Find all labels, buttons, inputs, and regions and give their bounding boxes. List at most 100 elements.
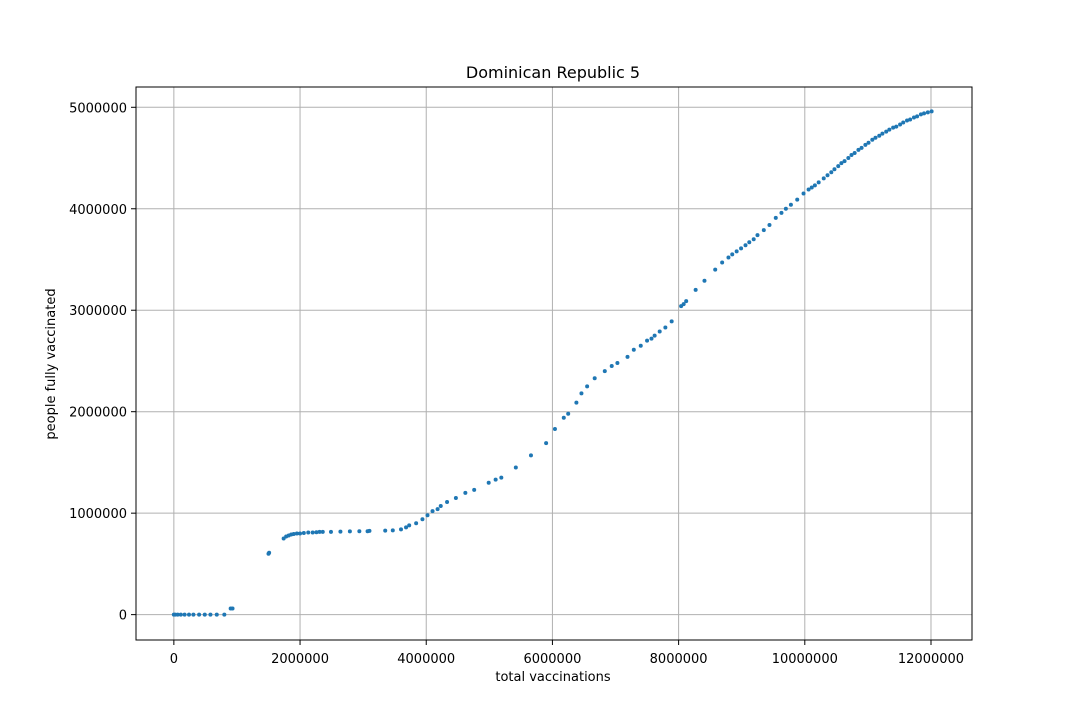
- data-point: [291, 531, 296, 536]
- x-tick-label: 12000000: [898, 652, 964, 667]
- data-point: [870, 137, 875, 142]
- data-point: [915, 114, 920, 119]
- data-point: [795, 197, 800, 202]
- data-point: [730, 252, 735, 257]
- data-point: [812, 183, 817, 188]
- data-point: [602, 369, 607, 374]
- data-point: [445, 500, 450, 505]
- data-point: [301, 530, 306, 535]
- data-point: [493, 477, 498, 482]
- data-point: [407, 523, 412, 528]
- data-point: [609, 364, 614, 369]
- data-point: [197, 612, 202, 617]
- data-point: [649, 336, 654, 341]
- data-point: [898, 122, 903, 127]
- y-tick-label: 4000000: [69, 203, 127, 218]
- data-point: [832, 167, 837, 172]
- data-point: [310, 530, 315, 535]
- data-point: [191, 612, 196, 617]
- data-point: [761, 228, 766, 233]
- data-point: [816, 180, 821, 185]
- data-point: [453, 495, 458, 500]
- data-point: [743, 243, 748, 248]
- data-point: [713, 267, 718, 272]
- data-point: [806, 187, 811, 192]
- grid-lines: [136, 87, 972, 640]
- data-point: [779, 210, 784, 215]
- data-point: [222, 612, 227, 617]
- data-point: [684, 299, 689, 304]
- data-point: [645, 338, 650, 343]
- data-point: [734, 249, 739, 254]
- data-point: [866, 140, 871, 145]
- data-point: [788, 202, 793, 207]
- x-tick-label: 10000000: [772, 652, 838, 667]
- data-point: [357, 529, 362, 534]
- data-point: [585, 384, 590, 389]
- data-point: [314, 530, 319, 535]
- data-point: [202, 612, 207, 617]
- data-point: [208, 612, 213, 617]
- data-point: [720, 260, 725, 265]
- data-point: [398, 527, 403, 532]
- y-tick-label: 1000000: [69, 507, 127, 522]
- x-axis-label: total vaccinations: [495, 670, 611, 685]
- data-point: [863, 142, 868, 147]
- data-point: [846, 156, 851, 161]
- data-point: [425, 513, 430, 518]
- data-point: [918, 112, 923, 117]
- data-point: [638, 343, 643, 348]
- data-point: [884, 129, 889, 134]
- data-point: [306, 530, 311, 535]
- data-point: [894, 124, 899, 129]
- data-point: [849, 152, 854, 157]
- data-point: [328, 529, 333, 534]
- data-point: [472, 487, 477, 492]
- data-point: [347, 529, 352, 534]
- x-tick-label: 8000000: [650, 652, 708, 667]
- data-point: [592, 376, 597, 381]
- data-point: [929, 109, 934, 114]
- x-axis-ticks: 0 2000000 4000000 6000000 8000000 10000000 120…: [170, 640, 964, 667]
- data-point: [390, 528, 395, 533]
- data-point: [317, 529, 322, 534]
- plot-frame: [135, 86, 973, 641]
- data-point: [891, 125, 896, 130]
- data-point: [663, 325, 668, 330]
- data-point: [842, 159, 847, 164]
- y-tick-label: 3000000: [69, 304, 127, 319]
- data-points: [171, 109, 934, 617]
- chart-title: Dominican Republic 5: [466, 63, 640, 82]
- data-point: [773, 215, 778, 220]
- data-point: [877, 133, 882, 138]
- data-point: [430, 509, 435, 514]
- data-point: [852, 150, 857, 155]
- data-point: [747, 240, 752, 245]
- data-point: [669, 319, 674, 324]
- x-tick-label: 2000000: [271, 652, 329, 667]
- y-tick-label: 2000000: [69, 406, 127, 421]
- data-point: [230, 606, 235, 611]
- data-point: [821, 176, 826, 181]
- data-point: [911, 115, 916, 120]
- y-axis-label: people fully vaccinated: [44, 288, 59, 439]
- data-point: [657, 329, 662, 334]
- data-point: [873, 135, 878, 140]
- x-tick-label: 0: [170, 652, 178, 667]
- data-point: [880, 131, 885, 136]
- data-point: [905, 118, 910, 123]
- data-point: [579, 391, 584, 396]
- data-point: [552, 426, 557, 431]
- data-point: [338, 529, 343, 534]
- data-point: [561, 415, 566, 420]
- x-tick-label: 4000000: [397, 652, 455, 667]
- data-point: [767, 222, 772, 227]
- data-point: [404, 525, 409, 530]
- data-point: [175, 612, 180, 617]
- data-point: [836, 164, 841, 169]
- data-point: [574, 400, 579, 405]
- data-point: [652, 333, 657, 338]
- data-point: [178, 612, 183, 617]
